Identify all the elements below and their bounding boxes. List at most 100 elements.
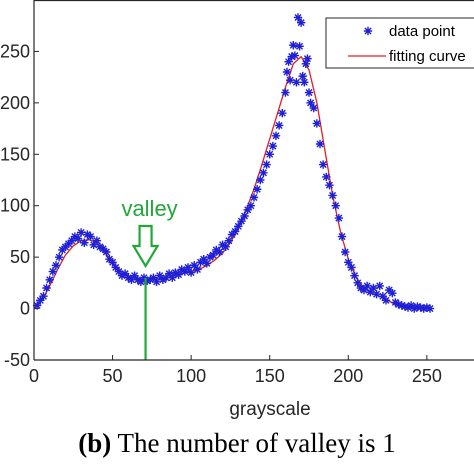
data-point [256,175,265,185]
data-point [114,267,124,276]
data-point [54,252,64,262]
data-point [183,263,193,272]
data-point [124,273,133,282]
data-point [98,244,108,254]
data-point [174,270,183,279]
data-point [39,292,48,301]
data-point [208,250,218,260]
data-point [312,119,322,128]
y-tick-label: 50 [10,247,30,267]
data-point [278,108,287,118]
data-point [218,240,227,249]
data-point [149,273,158,282]
data-point [416,303,425,312]
x-tick-label: 50 [103,366,123,386]
data-point [61,242,70,252]
data-point [133,275,142,284]
data-point [196,258,205,267]
data-point [92,236,102,245]
data-point [394,300,403,309]
data-point [397,301,406,310]
data-point [168,273,177,282]
data-point [295,42,304,51]
data-point [362,281,372,291]
x-axis-label: grayscale [229,399,310,420]
data-point [249,193,259,202]
data-point [215,247,224,257]
data-point [347,263,356,272]
data-point [413,302,422,311]
data-point [300,78,309,87]
data-point [186,268,196,277]
data-point [240,211,249,221]
data-point [205,252,215,262]
data-point [70,232,80,241]
data-point [64,239,73,248]
data-point [76,228,86,237]
data-point [293,13,303,22]
data-point [48,267,58,276]
data-point [334,213,344,223]
data-point [301,59,311,68]
data-point [391,298,400,307]
data-point [366,287,375,297]
data-point [237,216,246,226]
data-point [375,281,384,291]
data-point [252,185,262,194]
fitting-curve-line [33,55,427,310]
data-point [177,265,186,274]
data-point [322,172,331,182]
data-point [290,51,300,60]
data-point [193,265,202,274]
data-point [344,258,353,267]
y-tick-label: -50 [4,350,30,370]
data-point [230,227,240,236]
y-tick-label: 100 [0,196,30,216]
data-point [384,285,394,295]
data-point [265,150,274,159]
data-point [309,103,318,113]
data-point [212,245,221,255]
data-point [45,275,54,284]
data-point [403,303,413,312]
valley-label: valley [121,196,177,221]
data-point [142,276,152,285]
data-point [325,180,334,190]
data-point [318,160,328,169]
data-point [158,275,168,284]
data-point [171,268,180,277]
data-point [425,304,435,313]
data-point [359,285,369,295]
data-point [356,283,366,293]
data-point [340,247,350,257]
data-point [120,269,130,278]
data-point [372,289,381,299]
data-point [315,139,325,149]
data-point [306,98,315,108]
data-point [146,275,155,284]
data-point [271,131,281,140]
data-point [89,240,98,249]
valley-arrow-icon [131,224,160,269]
data-point [298,71,307,81]
figure-caption: (b) The number of valley is 1 [0,428,474,459]
data-point [281,88,290,97]
data-point [268,141,278,151]
data-point [285,76,295,85]
legend-box [325,17,474,69]
data-points-layer [32,13,435,313]
fitting-curve-layer [33,55,427,310]
data-point [289,41,298,50]
data-point [164,269,174,278]
data-point [422,303,432,312]
axes-frame [33,0,474,361]
x-tick-label: 100 [176,366,206,386]
data-point [406,301,416,310]
data-point [199,255,208,264]
y-tick-label: 150 [0,144,30,164]
legend-data-point-icon [363,26,373,36]
data-point [282,67,292,77]
data-point [161,273,171,282]
data-point [130,271,139,280]
data-point [80,238,89,247]
